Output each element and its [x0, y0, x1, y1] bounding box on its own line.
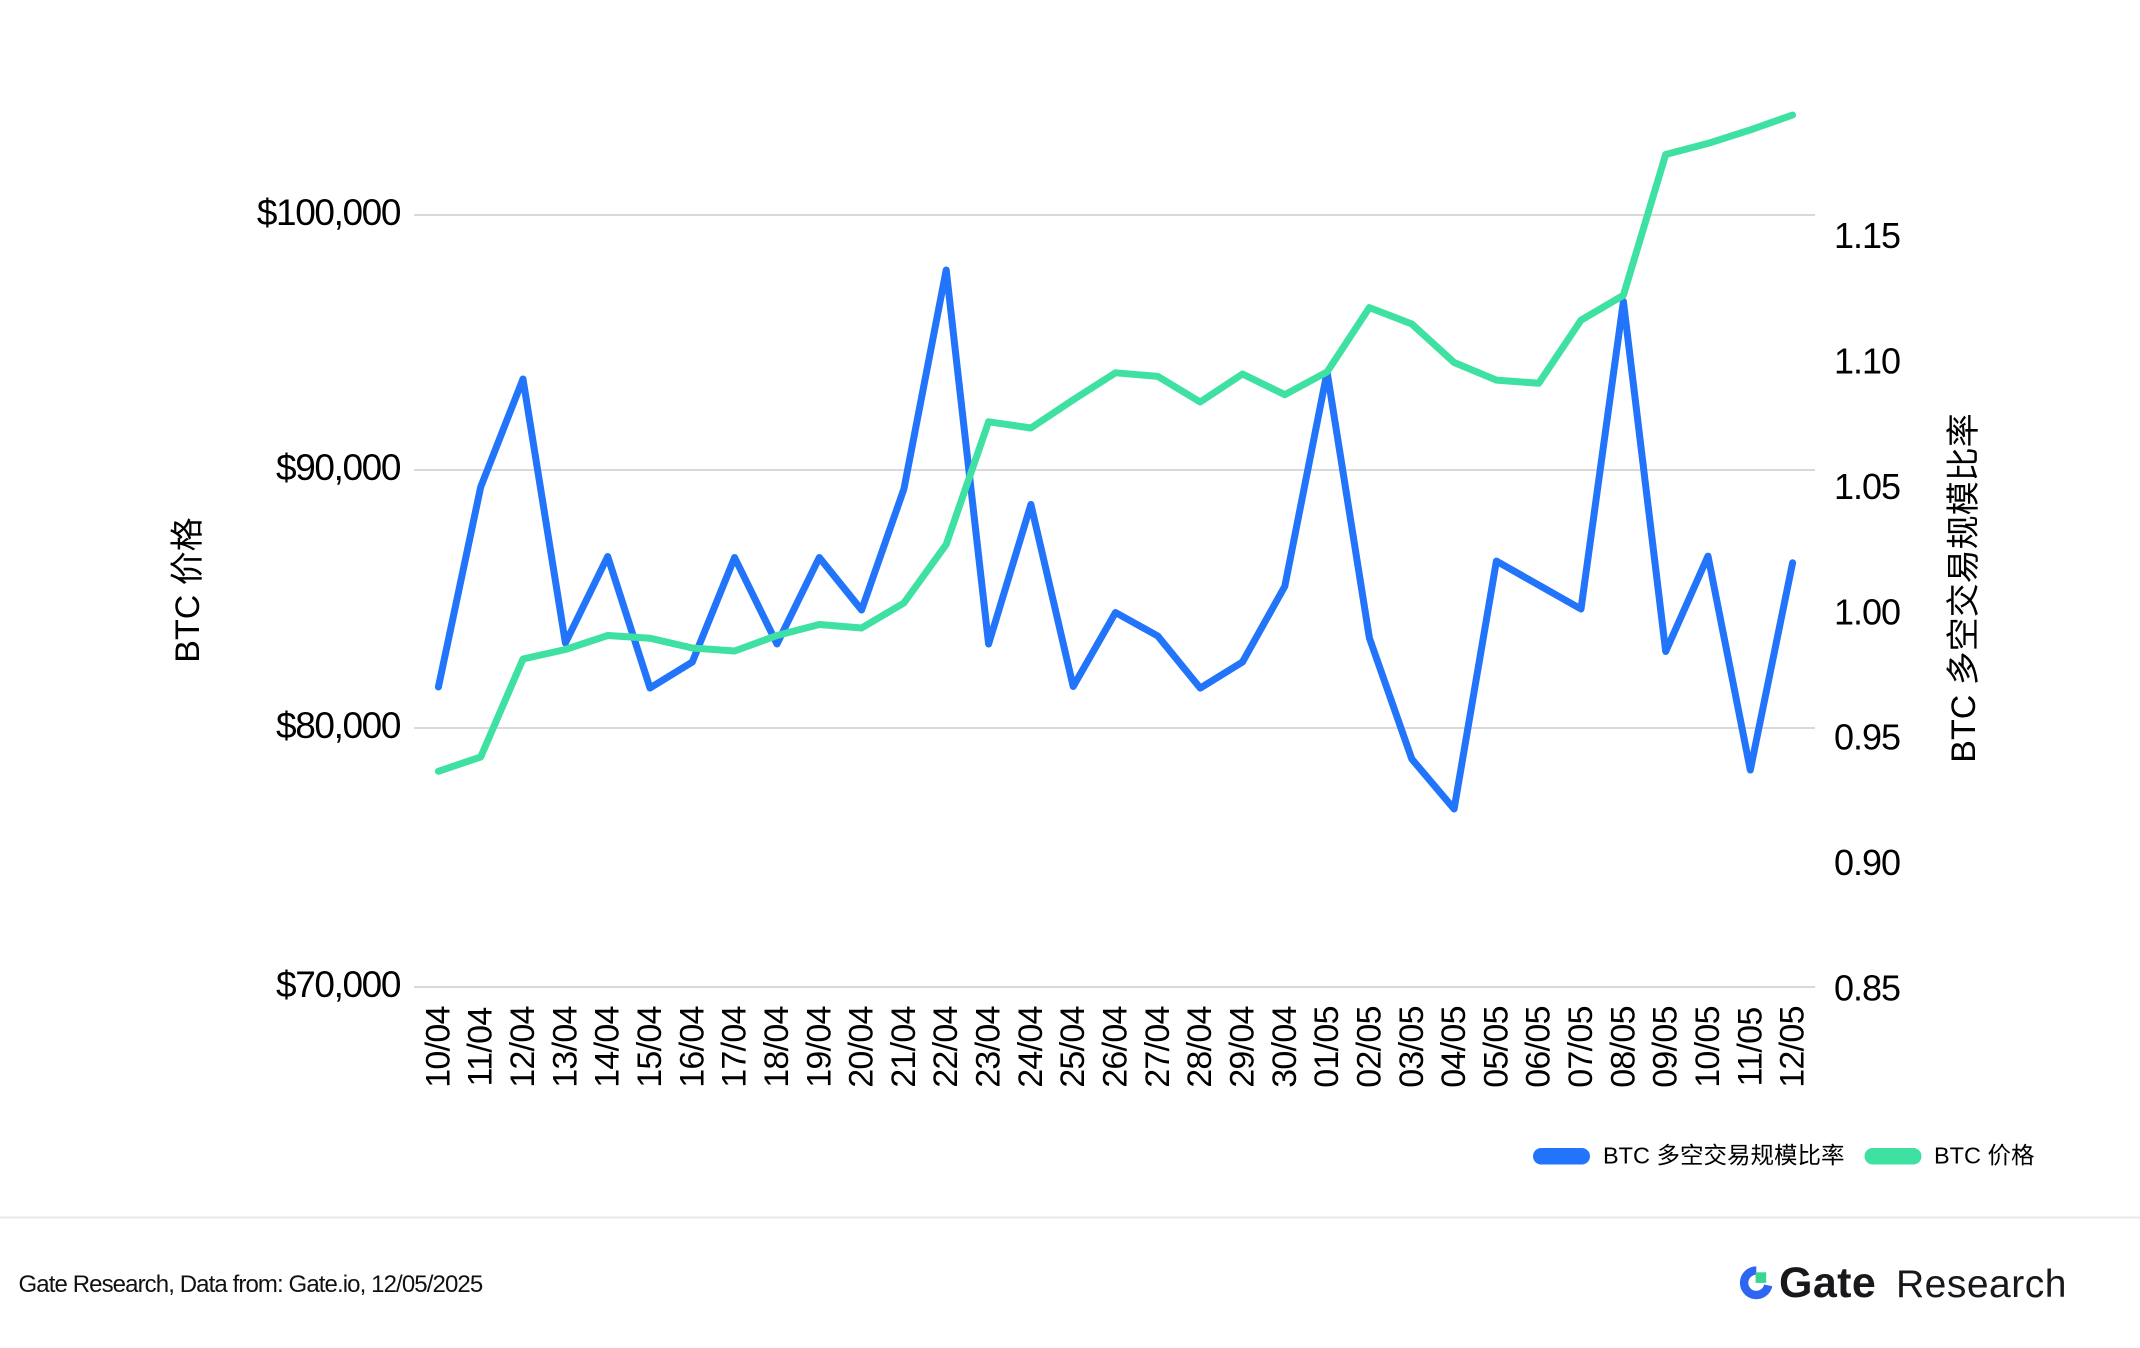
svg-text:1.10: 1.10 — [1834, 341, 1900, 382]
svg-text:29/04: 29/04 — [1224, 1006, 1262, 1088]
svg-text:24/04: 24/04 — [1012, 1006, 1050, 1088]
svg-text:0.85: 0.85 — [1834, 968, 1900, 1009]
svg-text:17/04: 17/04 — [716, 1006, 754, 1088]
svg-text:03/05: 03/05 — [1393, 1006, 1431, 1088]
svg-text:11/05: 11/05 — [1731, 1007, 1769, 1086]
svg-text:10/05: 10/05 — [1689, 1006, 1727, 1088]
svg-text:1.00: 1.00 — [1834, 591, 1900, 632]
svg-text:05/05: 05/05 — [1477, 1006, 1515, 1088]
svg-text:25/04: 25/04 — [1054, 1006, 1092, 1088]
svg-text:26/04: 26/04 — [1097, 1006, 1135, 1088]
svg-text:BTC: BTC — [169, 595, 207, 663]
svg-text:12/04: 12/04 — [504, 1006, 542, 1088]
svg-text:Research: Research — [1896, 1263, 2067, 1306]
svg-text:$80,000: $80,000 — [276, 705, 401, 746]
svg-text:02/05: 02/05 — [1350, 1006, 1388, 1088]
svg-text:0.90: 0.90 — [1834, 842, 1900, 883]
svg-text:19/04: 19/04 — [800, 1006, 838, 1088]
svg-text:23/04: 23/04 — [970, 1006, 1008, 1088]
svg-text:22/04: 22/04 — [927, 1006, 965, 1088]
svg-text:13/04: 13/04 — [546, 1006, 584, 1088]
svg-text:0.95: 0.95 — [1834, 717, 1900, 758]
svg-text:$70,000: $70,000 — [276, 964, 401, 1005]
svg-text:15/04: 15/04 — [631, 1006, 669, 1088]
svg-text:18/04: 18/04 — [758, 1006, 796, 1088]
svg-text:30/04: 30/04 — [1266, 1006, 1304, 1088]
svg-text:06/05: 06/05 — [1520, 1006, 1558, 1088]
svg-text:BTC: BTC — [1934, 1143, 1981, 1169]
svg-text:08/05: 08/05 — [1604, 1006, 1642, 1088]
svg-text:Gate Research, Data from: Gate: Gate Research, Data from: Gate.io, 12/05… — [19, 1271, 483, 1298]
svg-text:1.05: 1.05 — [1834, 466, 1900, 507]
svg-text:11/04: 11/04 — [462, 1007, 500, 1086]
svg-text:16/04: 16/04 — [673, 1006, 711, 1088]
svg-text:$90,000: $90,000 — [276, 447, 401, 488]
svg-text:28/04: 28/04 — [1181, 1006, 1219, 1088]
svg-text:1.15: 1.15 — [1834, 215, 1900, 256]
svg-text:BTC: BTC — [1603, 1143, 1650, 1169]
svg-text:04/05: 04/05 — [1435, 1006, 1473, 1088]
svg-text:14/04: 14/04 — [589, 1006, 627, 1088]
svg-text:20/04: 20/04 — [843, 1006, 881, 1088]
svg-text:01/05: 01/05 — [1308, 1006, 1346, 1088]
svg-text:21/04: 21/04 — [885, 1006, 923, 1088]
svg-text:10/04: 10/04 — [419, 1006, 457, 1088]
svg-text:27/04: 27/04 — [1139, 1006, 1177, 1088]
svg-text:12/05: 12/05 — [1774, 1006, 1812, 1088]
svg-text:Gate: Gate — [1779, 1259, 1876, 1307]
svg-text:09/05: 09/05 — [1647, 1006, 1685, 1088]
svg-text:07/05: 07/05 — [1562, 1006, 1600, 1088]
svg-text:BTC: BTC — [1945, 695, 1983, 763]
svg-text:$100,000: $100,000 — [257, 192, 401, 233]
